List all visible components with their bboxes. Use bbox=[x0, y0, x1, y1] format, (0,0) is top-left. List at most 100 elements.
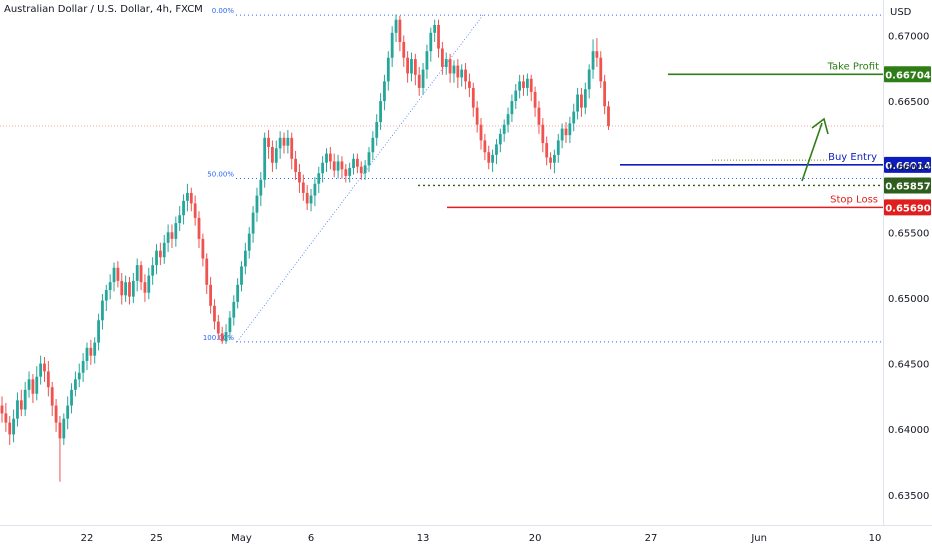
candle-body bbox=[247, 233, 251, 251]
candle-body bbox=[460, 69, 464, 78]
candle-body bbox=[23, 389, 27, 410]
candle-body bbox=[305, 192, 309, 204]
candle-body bbox=[375, 122, 379, 138]
candle-body bbox=[298, 171, 301, 183]
candle-body bbox=[456, 65, 460, 78]
candle-body bbox=[309, 195, 313, 204]
time-axis-tick: Jun bbox=[750, 533, 767, 544]
candle-body bbox=[475, 107, 479, 125]
candle-body bbox=[62, 418, 66, 439]
candle-body bbox=[495, 144, 498, 155]
candle-body bbox=[433, 24, 437, 33]
candles bbox=[0, 14, 610, 482]
candle-body bbox=[193, 203, 197, 218]
chart-title: Australian Dollar / U.S. Dollar, 4h, FXC… bbox=[4, 4, 203, 15]
candle-body bbox=[522, 81, 525, 88]
take-profit-label: Take Profit bbox=[827, 61, 880, 72]
trade-levels[interactable]: Take Profit Buy Entry Stop Loss bbox=[418, 61, 883, 209]
candle-body bbox=[576, 94, 579, 112]
time-axis-tick: 25 bbox=[150, 533, 163, 544]
candle-body bbox=[332, 161, 336, 171]
price-axis-tick: 0.64500 bbox=[888, 360, 929, 371]
candle-body bbox=[352, 158, 355, 168]
candle-body bbox=[232, 301, 236, 318]
candle-body bbox=[556, 140, 560, 155]
candle-body bbox=[116, 267, 120, 281]
candle-body bbox=[533, 91, 537, 108]
candle-body bbox=[197, 217, 201, 239]
candle-body bbox=[290, 137, 294, 159]
candle-body bbox=[483, 140, 487, 153]
candle-body bbox=[440, 48, 444, 67]
candle-body bbox=[560, 128, 564, 141]
candle-body bbox=[243, 250, 247, 267]
candle-body bbox=[529, 78, 533, 92]
candle-body bbox=[498, 133, 502, 145]
price-axis-tick: 0.66500 bbox=[888, 97, 929, 108]
candle-body bbox=[417, 74, 421, 88]
time-axis-tick: 22 bbox=[81, 533, 94, 544]
candle-body bbox=[355, 158, 359, 167]
candle-body bbox=[162, 242, 166, 258]
candle-body bbox=[143, 282, 147, 293]
candle-body bbox=[46, 371, 50, 388]
candle-body bbox=[468, 81, 471, 88]
candle-body bbox=[587, 69, 591, 90]
time-axis[interactable]: 22 25 May 6 13 20 27 Jun 10 bbox=[81, 533, 882, 544]
candle-body bbox=[228, 317, 232, 333]
candle-body bbox=[344, 169, 348, 176]
candle-body bbox=[383, 81, 386, 102]
time-axis-tick: May bbox=[231, 533, 252, 544]
candle-body bbox=[607, 106, 610, 126]
price-axis[interactable]: 0.66704 0.66014 0.65857 0.65690 0.67000 0.665… bbox=[884, 31, 931, 502]
candle-body bbox=[317, 173, 321, 184]
candle-body bbox=[379, 101, 382, 123]
candle-body bbox=[58, 422, 62, 439]
candle-body bbox=[336, 161, 340, 171]
candle-body bbox=[43, 363, 46, 372]
candle-body bbox=[189, 192, 193, 204]
candle-body bbox=[39, 363, 43, 377]
candle-body bbox=[81, 360, 85, 373]
candle-body bbox=[131, 280, 135, 297]
candle-body bbox=[406, 57, 410, 74]
candle-body bbox=[108, 282, 112, 291]
candle-body bbox=[263, 137, 267, 180]
candle-body bbox=[491, 154, 495, 163]
candle-body bbox=[479, 124, 483, 141]
fib-level-label: 50.00% bbox=[207, 171, 234, 179]
candle-body bbox=[541, 124, 545, 144]
candle-body bbox=[16, 400, 19, 419]
candle-body bbox=[425, 51, 429, 70]
candle-body bbox=[398, 19, 402, 42]
candle-body bbox=[259, 179, 263, 196]
candle-body bbox=[294, 158, 297, 172]
price-tag-value: 0.66014 bbox=[885, 161, 931, 172]
candle-body bbox=[371, 137, 375, 153]
candle-body bbox=[340, 161, 344, 170]
time-axis-tick: 13 bbox=[417, 533, 430, 544]
stop-loss-label: Stop Loss bbox=[830, 194, 878, 205]
time-axis-tick: 20 bbox=[529, 533, 542, 544]
candle-body bbox=[278, 137, 282, 149]
candle-body bbox=[553, 154, 556, 163]
candle-body bbox=[209, 284, 213, 306]
candle-body bbox=[112, 267, 116, 283]
candle-body bbox=[444, 59, 448, 67]
candle-body bbox=[568, 123, 572, 136]
candle-body bbox=[93, 342, 97, 356]
candle-body bbox=[174, 223, 178, 239]
candle-body bbox=[89, 347, 93, 356]
buy-entry-label: Buy Entry bbox=[828, 152, 877, 163]
fib-trend-line bbox=[236, 14, 484, 343]
candle-body bbox=[97, 320, 100, 343]
candle-body bbox=[286, 137, 290, 146]
candle-body bbox=[31, 379, 35, 394]
candle-body bbox=[255, 195, 259, 213]
projection-arrow-head bbox=[811, 117, 829, 135]
candle-body bbox=[580, 94, 583, 108]
candle-body bbox=[73, 379, 77, 390]
candle-body bbox=[487, 152, 491, 163]
candle-body bbox=[599, 57, 603, 82]
